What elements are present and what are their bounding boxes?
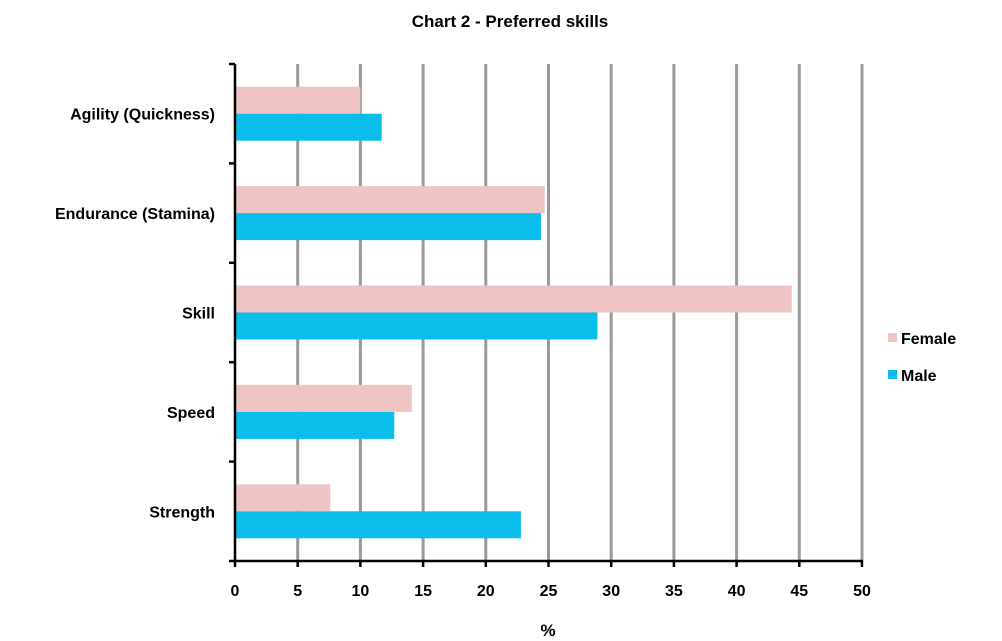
x-tick-label-35: 35 — [665, 583, 683, 600]
legend-label-male: Male — [901, 368, 937, 385]
bar-male-strength — [235, 511, 521, 539]
category-label-endurance-stamina: Endurance (Stamina) — [55, 206, 215, 223]
axes — [229, 62, 864, 567]
legend-swatch-male — [888, 370, 897, 379]
x-tick-label-25: 25 — [540, 583, 558, 600]
bar-female-endurance-stamina — [235, 186, 545, 214]
bar-male-endurance-stamina — [235, 213, 541, 241]
x-tick-label-5: 5 — [293, 583, 302, 600]
x-tick-label-50: 50 — [853, 583, 871, 600]
category-label-agility-quickness: Agility (Quickness) — [70, 107, 215, 124]
bar-female-speed — [235, 384, 412, 412]
category-label-skill: Skill — [182, 306, 215, 323]
x-tick-label-0: 0 — [231, 583, 240, 600]
legend-swatch-female — [888, 333, 897, 342]
legend-label-female: Female — [901, 331, 956, 348]
x-tick-label-20: 20 — [477, 583, 495, 600]
bar-male-speed — [235, 411, 395, 439]
bar-female-skill — [235, 285, 792, 313]
bar-male-skill — [235, 312, 598, 340]
x-tick-label-30: 30 — [602, 583, 620, 600]
x-tick-label-45: 45 — [790, 583, 808, 600]
bar-male-agility-quickness — [235, 113, 382, 141]
bars — [235, 86, 792, 539]
category-label-speed: Speed — [167, 405, 215, 422]
bar-female-agility-quickness — [235, 86, 361, 114]
bar-female-strength — [235, 484, 331, 512]
x-tick-label-15: 15 — [414, 583, 432, 600]
x-tick-label-10: 10 — [352, 583, 370, 600]
category-labels: Agility (Quickness) Endurance (Stamina) Sk… — [55, 107, 215, 522]
x-axis-title: % — [540, 621, 555, 640]
legend: Female Male — [888, 331, 956, 385]
category-label-strength: Strength — [149, 504, 215, 521]
x-tick-label-40: 40 — [728, 583, 746, 600]
tick-labels: 0 5 10 15 20 25 30 35 40 45 50 — [231, 583, 871, 600]
chart-title: Chart 2 - Preferred skills — [412, 12, 609, 31]
